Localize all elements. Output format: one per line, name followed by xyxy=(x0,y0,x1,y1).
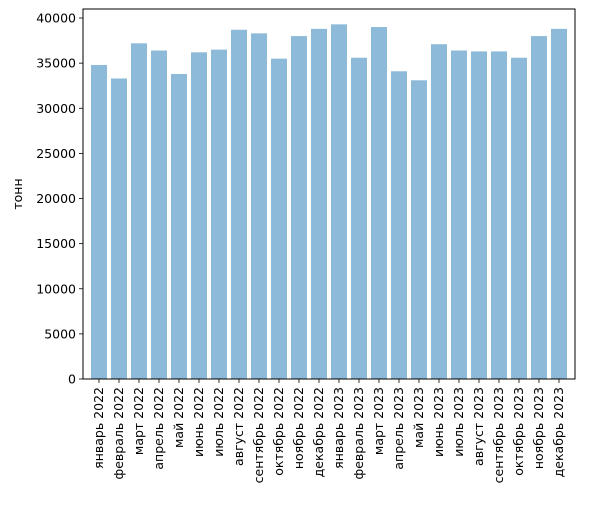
x-tick-label: ноябрь 2022 xyxy=(291,387,306,469)
bar xyxy=(151,50,167,379)
x-tick-label: февраль 2022 xyxy=(111,387,126,479)
y-tick-label: 20000 xyxy=(36,191,76,206)
bar xyxy=(551,28,567,379)
x-tick-label: январь 2023 xyxy=(331,387,346,469)
bar xyxy=(451,50,467,379)
x-tick-label: август 2022 xyxy=(231,387,246,466)
x-tick-label: март 2023 xyxy=(371,387,386,455)
x-tick-label: июнь 2022 xyxy=(191,387,206,457)
x-tick-label: январь 2022 xyxy=(91,387,106,469)
x-tick-label: октябрь 2023 xyxy=(511,387,526,476)
bars-group xyxy=(91,24,567,380)
bar xyxy=(271,58,287,379)
y-axis-label: тонн xyxy=(10,178,25,209)
y-tick-label: 30000 xyxy=(36,101,76,116)
bar xyxy=(91,64,107,379)
x-tick-label: май 2022 xyxy=(171,387,186,448)
y-tick-label: 25000 xyxy=(36,146,76,161)
bar xyxy=(191,52,207,379)
x-tick-label: сентябрь 2022 xyxy=(251,387,266,483)
x-tick-label: март 2022 xyxy=(131,387,146,455)
bar xyxy=(211,49,227,380)
x-tick-label: декабрь 2023 xyxy=(551,387,566,477)
bar xyxy=(391,71,407,379)
x-axis: январь 2022 февраль 2022 март 2022 апрель 2… xyxy=(91,379,566,483)
bar xyxy=(351,57,367,379)
x-tick-label: июль 2023 xyxy=(451,387,466,457)
x-tick-label: апрель 2023 xyxy=(391,387,406,470)
bar xyxy=(251,33,267,380)
bar xyxy=(431,44,447,379)
x-tick-label: июль 2022 xyxy=(211,387,226,457)
bar xyxy=(231,29,247,379)
x-tick-label: октябрь 2022 xyxy=(271,387,286,476)
y-tick-label: 40000 xyxy=(36,11,76,26)
bar xyxy=(111,78,127,380)
bar xyxy=(471,51,487,379)
bar xyxy=(131,43,147,379)
bar xyxy=(411,80,427,379)
x-tick-label: декабрь 2022 xyxy=(311,387,326,477)
x-tick-label: май 2023 xyxy=(411,387,426,448)
bar xyxy=(491,51,507,379)
bar xyxy=(511,57,527,379)
x-tick-label: ноябрь 2023 xyxy=(531,387,546,469)
y-tick-label: 15000 xyxy=(36,236,76,251)
y-tick-label: 35000 xyxy=(36,56,76,71)
y-tick-label: 0 xyxy=(68,372,76,387)
y-tick-label: 10000 xyxy=(36,281,76,296)
x-tick-label: сентябрь 2023 xyxy=(491,387,506,483)
bar xyxy=(311,28,327,379)
y-tick-label: 5000 xyxy=(44,326,76,341)
plot-frame xyxy=(82,8,576,380)
x-tick-label: февраль 2023 xyxy=(351,387,366,479)
bar xyxy=(331,24,347,380)
y-axis: 0 5000 10000 15000 20000 25000 30000 35000 40000 xyxy=(36,11,83,387)
x-tick-label: июнь 2023 xyxy=(431,387,446,457)
bar xyxy=(171,73,187,379)
x-tick-label: апрель 2022 xyxy=(151,387,166,470)
bar xyxy=(531,36,547,379)
x-tick-label: август 2023 xyxy=(471,387,486,466)
bar xyxy=(291,36,307,379)
bar xyxy=(371,27,387,380)
